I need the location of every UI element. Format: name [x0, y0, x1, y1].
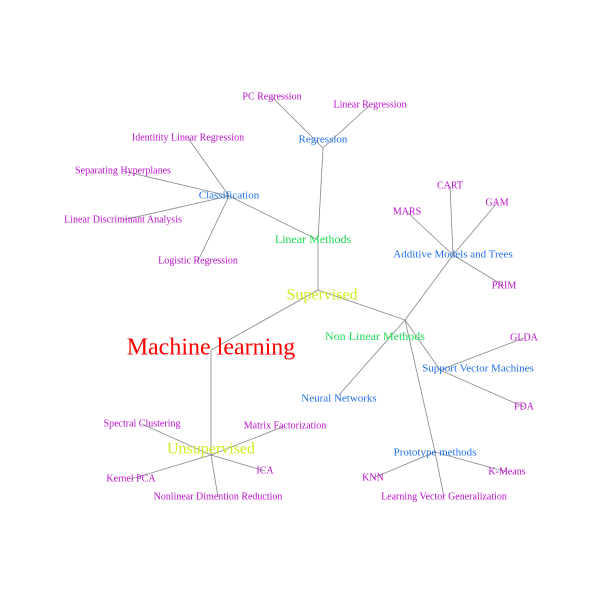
node-ilr: Identitity Linear Regression	[132, 132, 244, 143]
edge-nonlin-amt	[404, 254, 454, 321]
edge-reg-pcr	[271, 96, 324, 149]
node-ndr: Nonlinear Dimention Reduction	[154, 491, 283, 502]
edge-nonlin-proto	[404, 319, 436, 453]
node-nn: Neural Networks	[301, 393, 376, 405]
edge-proto-knn	[372, 451, 436, 479]
node-svm: Support Vector Machines	[422, 363, 534, 375]
node-pcr: PC Regression	[242, 91, 301, 102]
edge-unsup-kpca	[130, 454, 212, 480]
edge-proto-kmeans	[434, 451, 508, 473]
edge-amt-mars	[406, 211, 454, 256]
node-amt: Additive Models and Trees	[393, 249, 512, 261]
node-gam: GAM	[485, 197, 508, 208]
node-unsup: Unsupervised	[167, 441, 255, 458]
node-spec: Spectral Clustering	[104, 418, 181, 429]
edge-nonlin-nn	[338, 319, 406, 396]
node-ica: ICA	[256, 465, 274, 476]
node-sh: Separating Hyperplanes	[75, 165, 171, 176]
node-kpca: Kernel PCA	[106, 473, 156, 484]
edge-sup-nonlin	[317, 289, 406, 321]
node-prim: PRIM	[492, 280, 517, 291]
node-ml: Machine learning	[127, 335, 296, 361]
edge-cls-logr	[197, 195, 230, 262]
edge-cls-ilr	[187, 137, 230, 197]
node-cls: Classification	[199, 190, 260, 202]
edge-reg-lr	[322, 104, 371, 149]
node-lvg: Learning Vector Generalization	[381, 491, 507, 502]
edge-cls-lda	[122, 195, 230, 221]
edge-svm-fda	[439, 369, 525, 408]
edge-unsup-mf	[210, 425, 286, 456]
node-mars: MARS	[393, 206, 421, 217]
node-mf: Matrix Factorization	[244, 420, 326, 431]
node-knn: KNN	[362, 472, 384, 483]
node-lr: Linear Regression	[333, 99, 406, 110]
edge-amt-gam	[452, 202, 498, 256]
node-glda: GLDA	[510, 332, 539, 343]
mindmap-edges	[122, 96, 525, 498]
edge-lin-cls	[228, 195, 319, 241]
edge-cls-sh	[122, 170, 230, 197]
edge-unsup-ica	[210, 454, 266, 472]
edge-unsup-spec	[141, 423, 212, 456]
node-lda: Linear Discriminant Analysis	[64, 214, 182, 225]
node-logr: Logistic Regression	[158, 255, 238, 266]
edge-lin-reg	[317, 147, 324, 241]
edge-amt-prim	[452, 254, 505, 287]
node-nonlin: Non Linear Methods	[325, 329, 425, 343]
node-proto: Prototype methods	[394, 447, 477, 459]
edge-nonlin-svm	[404, 319, 441, 371]
mindmap-labels: Machine learning Supervised Unsupervised Li…	[64, 91, 539, 502]
node-cart: CART	[437, 180, 463, 191]
edge-amt-cart	[449, 185, 454, 256]
node-fda: FDA	[514, 401, 535, 412]
node-reg: Regression	[299, 134, 348, 146]
node-lin: Linear Methods	[275, 232, 352, 246]
edge-svm-glda	[439, 337, 525, 371]
edge-unsup-ndr	[210, 454, 219, 498]
node-sup: Supervised	[286, 287, 357, 304]
edge-ml-sup	[210, 289, 319, 351]
node-kmeans: K-Means	[488, 466, 525, 477]
edge-proto-lvg	[434, 451, 445, 498]
